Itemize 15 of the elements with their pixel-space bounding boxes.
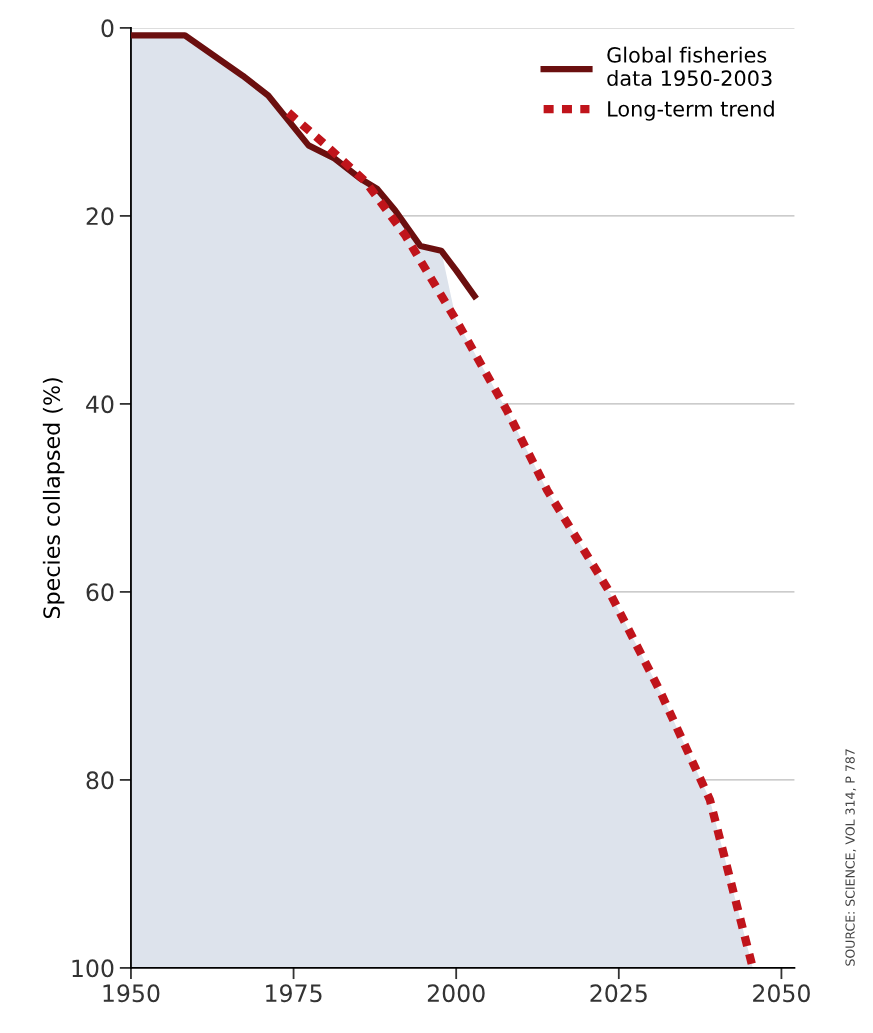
y-tick-label: 20 xyxy=(86,207,114,226)
x-tick-label: 1975 xyxy=(266,984,322,1003)
x-tick-label: 2025 xyxy=(590,984,647,1003)
x-tick-label: 1950 xyxy=(103,984,160,1003)
y-tick-label: 60 xyxy=(86,583,114,602)
y-tick-label: 100 xyxy=(72,959,114,978)
y-tick-label: 80 xyxy=(86,771,114,790)
x-tick-label: 2000 xyxy=(427,984,485,1003)
source-note: SOURCE: SCIENCE, VOL 314, P 787 xyxy=(845,749,857,966)
legend-label: Long-term trend xyxy=(608,100,774,121)
y-tick-label: 40 xyxy=(86,395,114,414)
y-axis-title: Species collapsed (%) xyxy=(42,378,65,619)
x-tick-label: 2050 xyxy=(753,984,810,1003)
legend-label: Global fisheries data 1950-2003 xyxy=(607,46,772,87)
y-tick-label: 0 xyxy=(101,19,114,38)
